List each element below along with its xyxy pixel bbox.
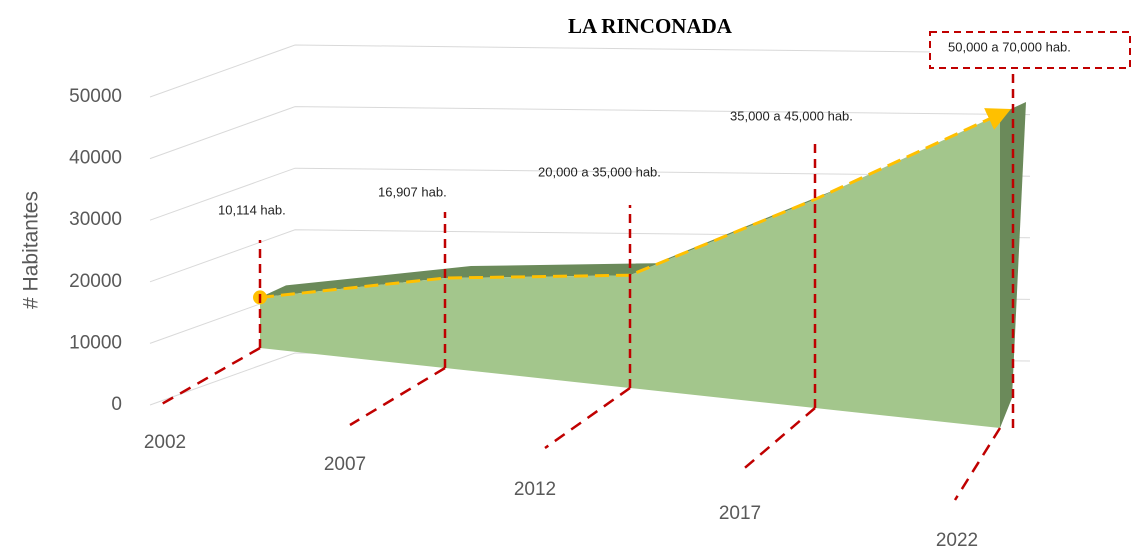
y-tick-label: 50000 — [69, 86, 122, 107]
annotation: 50,000 a 70,000 hab. — [948, 39, 1071, 54]
y-tick-label: 30000 — [69, 209, 122, 230]
y-tick-label: 20000 — [69, 271, 122, 292]
x-tick-label: 2022 — [936, 530, 978, 551]
area-side — [1000, 102, 1026, 428]
x-tick-label: 2002 — [144, 432, 186, 453]
annotation-box — [929, 31, 1131, 69]
y-tick-label: 40000 — [69, 148, 122, 169]
grid-line — [149, 106, 1031, 160]
grid-line — [149, 167, 1031, 221]
grid-line — [149, 44, 1031, 98]
x-tick-label: 2007 — [324, 454, 366, 475]
annotation: 20,000 a 35,000 hab. — [538, 164, 661, 179]
floor-line — [953, 427, 1002, 501]
y-axis-label: # Habitantes — [20, 191, 43, 309]
floor-line — [349, 366, 446, 427]
chart-title: LA RINCONADA — [568, 14, 733, 38]
y-tick-label: 10000 — [69, 332, 122, 353]
x-tick-label: 2017 — [719, 503, 761, 524]
annotation: 35,000 a 45,000 hab. — [730, 108, 853, 123]
annotation: 10,114 hab. — [218, 202, 286, 217]
x-tick-label: 2012 — [514, 479, 556, 500]
y-tick-label: 0 — [111, 394, 122, 415]
trend-line — [259, 108, 1011, 299]
floor-line — [544, 386, 631, 450]
floor-line — [739, 407, 816, 473]
annotation: 16,907 hab. — [378, 184, 447, 199]
